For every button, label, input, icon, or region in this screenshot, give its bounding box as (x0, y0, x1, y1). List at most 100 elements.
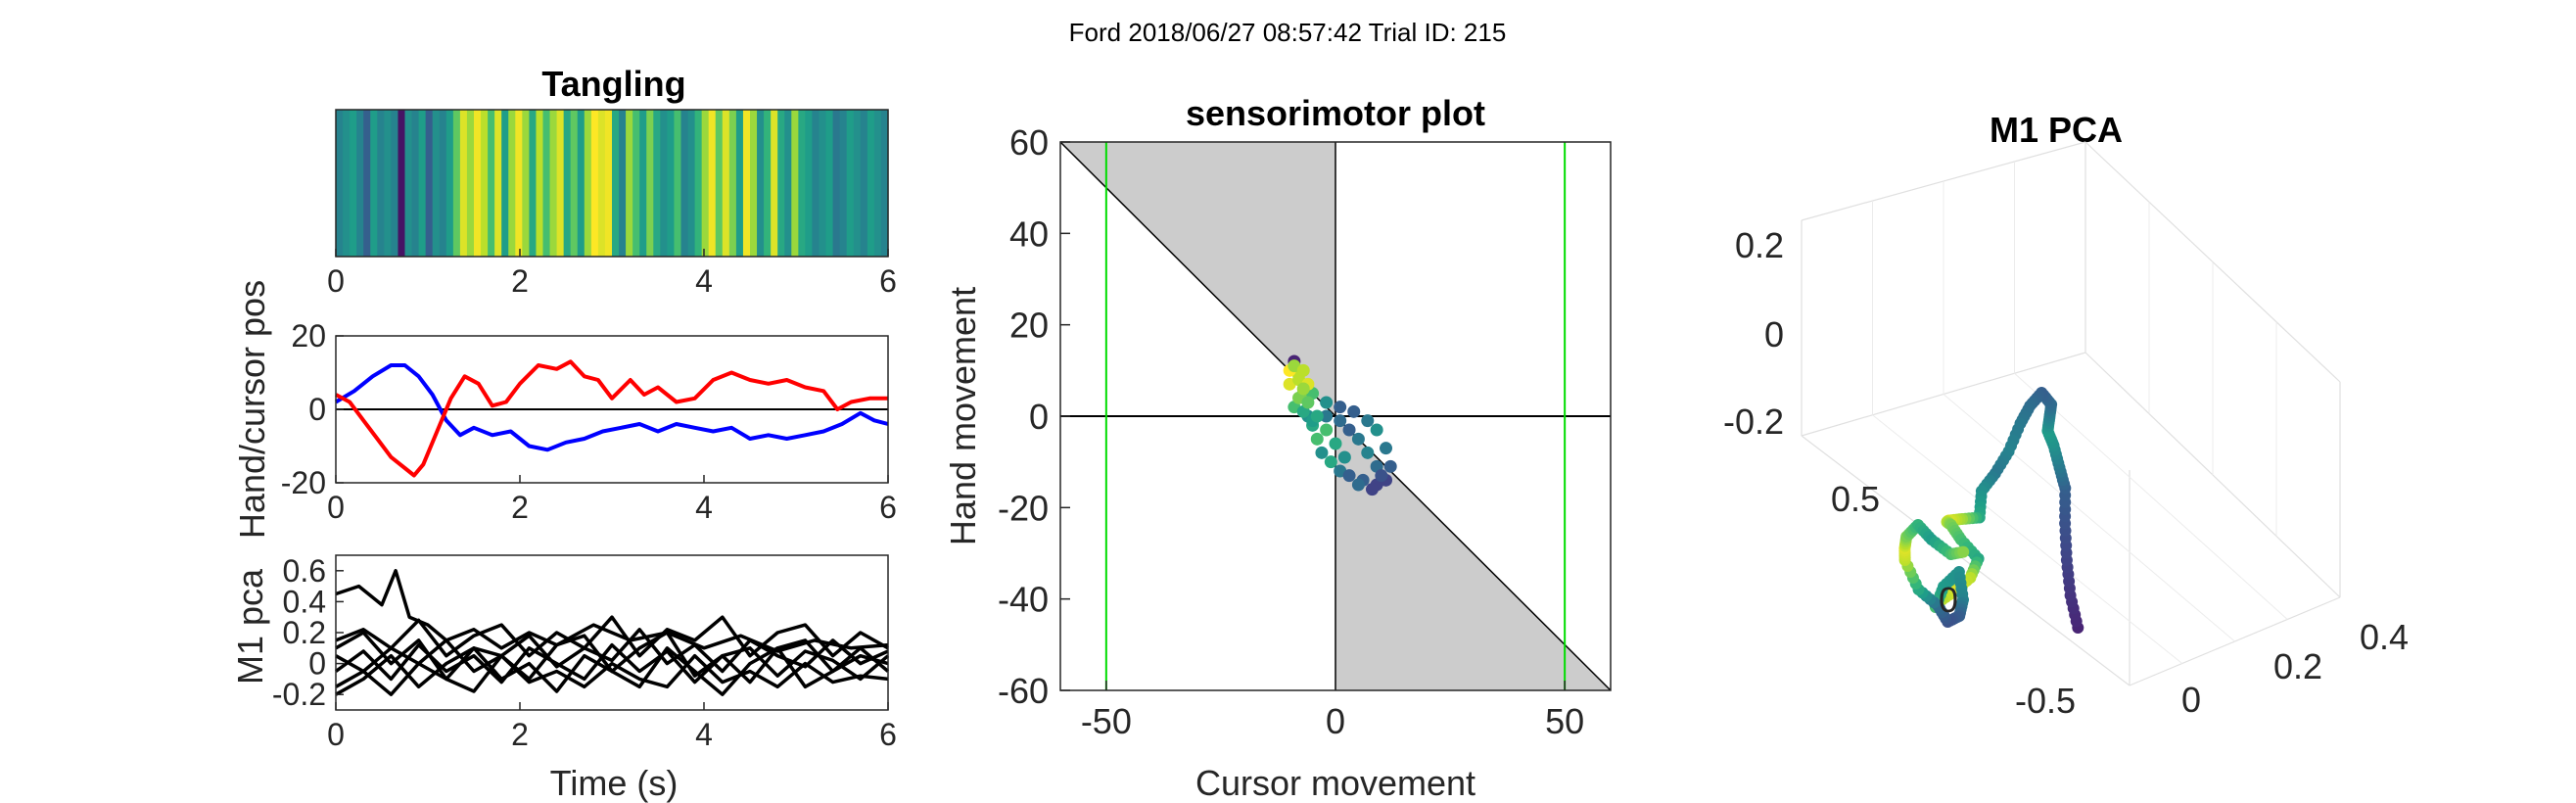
y-tick-label: 40 (1009, 213, 1049, 254)
tangling-cell (825, 110, 834, 257)
grid-line (1801, 435, 2131, 686)
hand-cursor-ylabel: Hand/cursor pos (232, 280, 272, 539)
tangling-cell (384, 110, 392, 257)
figure-title: Ford 2018/06/27 08:57:42 Trial ID: 215 (1069, 18, 1507, 47)
series-line (335, 631, 889, 685)
tangling-cell (542, 110, 551, 257)
data-point (1296, 382, 1310, 396)
y-tick-label: 0 (308, 646, 326, 682)
tangling-axes-box (335, 109, 889, 258)
y-tick-label: 0.4 (283, 584, 326, 619)
tangling-cell (632, 110, 640, 257)
tangling-cell (549, 110, 558, 257)
x-tick-label: 0 (1326, 701, 1345, 741)
x-tick-label: 4 (695, 263, 713, 299)
a-tick-label: 0.5 (1831, 479, 1880, 519)
tangling-cell (604, 110, 613, 257)
data-point (1310, 409, 1324, 423)
series-line (335, 359, 888, 478)
x-tick-label: 2 (511, 490, 529, 525)
data-point (1315, 446, 1329, 459)
m1-pca-traces-plot: 0 2 4 6-0.200.20.40.6 (272, 553, 897, 752)
tangling-cell (481, 110, 489, 257)
tangling-cell (860, 110, 868, 257)
grid-line (1872, 414, 2183, 664)
tangling-cell (590, 110, 599, 257)
y-tick-label: -20 (281, 465, 326, 500)
x-tick-label: 2 (511, 717, 529, 752)
tangling-cell (597, 110, 606, 257)
sensorimotor-ylabel: Hand movement (943, 287, 983, 545)
tangling-cell (764, 110, 772, 257)
tangling-cell (812, 110, 820, 257)
tangling-cell (515, 110, 523, 257)
tangling-cell (873, 110, 882, 257)
tangling-cell (660, 110, 668, 257)
a-tick-label: -0.5 (2015, 681, 2076, 721)
tangling-cell (728, 110, 737, 257)
tangling-cell (612, 110, 620, 257)
tangling-cell (653, 110, 661, 257)
tangling-cell (805, 110, 814, 257)
z-tick-label: 0 (1764, 314, 1784, 354)
data-point (1361, 446, 1375, 459)
tangling-cell (336, 110, 344, 257)
tangling-cell (370, 110, 378, 257)
tangling-cell (687, 110, 696, 257)
tangling-cell (639, 110, 647, 257)
tangling-cell (529, 110, 538, 257)
tangling-cell (377, 110, 385, 257)
grid-line (2014, 372, 2288, 620)
m1-pca-3d-points (1898, 387, 2084, 634)
tangling-title: Tangling (541, 64, 685, 104)
series-line (335, 569, 889, 653)
tangling-cell (846, 110, 855, 257)
b-tick-label: 0.4 (2360, 617, 2409, 657)
tangling-cell (708, 110, 717, 257)
tangling-cell (771, 110, 778, 257)
tangling-cell (798, 110, 806, 257)
series-line (334, 363, 889, 452)
sensorimotor-plot: -50 0 50 -60 -40 -20 0 20 40 60 (998, 122, 1612, 741)
data-point (1320, 409, 1334, 423)
y-tick-label: 0.6 (283, 553, 326, 589)
time-xlabel: Time (s) (550, 763, 679, 803)
tangling-x-ticks: 0 2 4 6 (327, 249, 897, 299)
tangling-cell (584, 110, 592, 257)
m1-pca-3d-grid (1801, 141, 2341, 686)
y-tick-label: 60 (1009, 122, 1049, 163)
x-tick-label: -50 (1081, 701, 1132, 741)
sensorimotor-title: sensorimotor plot (1186, 93, 1485, 133)
x-tick-label: 6 (879, 263, 897, 299)
data-point (1380, 442, 1393, 455)
tangling-cell (356, 110, 364, 257)
tangling-cell (735, 110, 744, 257)
tangling-cell (674, 110, 682, 257)
m1-pca-3d-panel: M1 PCA 0.2 0 -0.2 0.5 0 -0.5 0 0.2 0.4 (1723, 110, 2409, 721)
y-tick-label: 0 (308, 392, 326, 427)
tangling-heatmap (336, 110, 889, 257)
a-tick-label: 0 (1939, 580, 1958, 620)
x-tick-label: 0 (327, 490, 345, 525)
tangling-cell (494, 110, 502, 257)
tangling-cell (411, 110, 420, 257)
y-tick-label: -60 (998, 671, 1049, 711)
x-tick-label: 2 (511, 263, 529, 299)
tangling-cell (350, 110, 357, 257)
series-line (335, 615, 889, 658)
tangling-cell (398, 110, 406, 257)
tangling-cell (667, 110, 676, 257)
tangling-cell (777, 110, 785, 257)
tangling-cell (880, 110, 889, 257)
tangling-cell (570, 110, 579, 257)
data-point (1296, 363, 1310, 377)
tangling-cell (646, 110, 654, 257)
tangling-cell (452, 110, 461, 257)
x-tick-label: 0 (327, 263, 345, 299)
data-point (1320, 423, 1334, 437)
tangling-cell (536, 110, 544, 257)
x-tick-label: 4 (695, 490, 713, 525)
tangling-cell (839, 110, 848, 257)
